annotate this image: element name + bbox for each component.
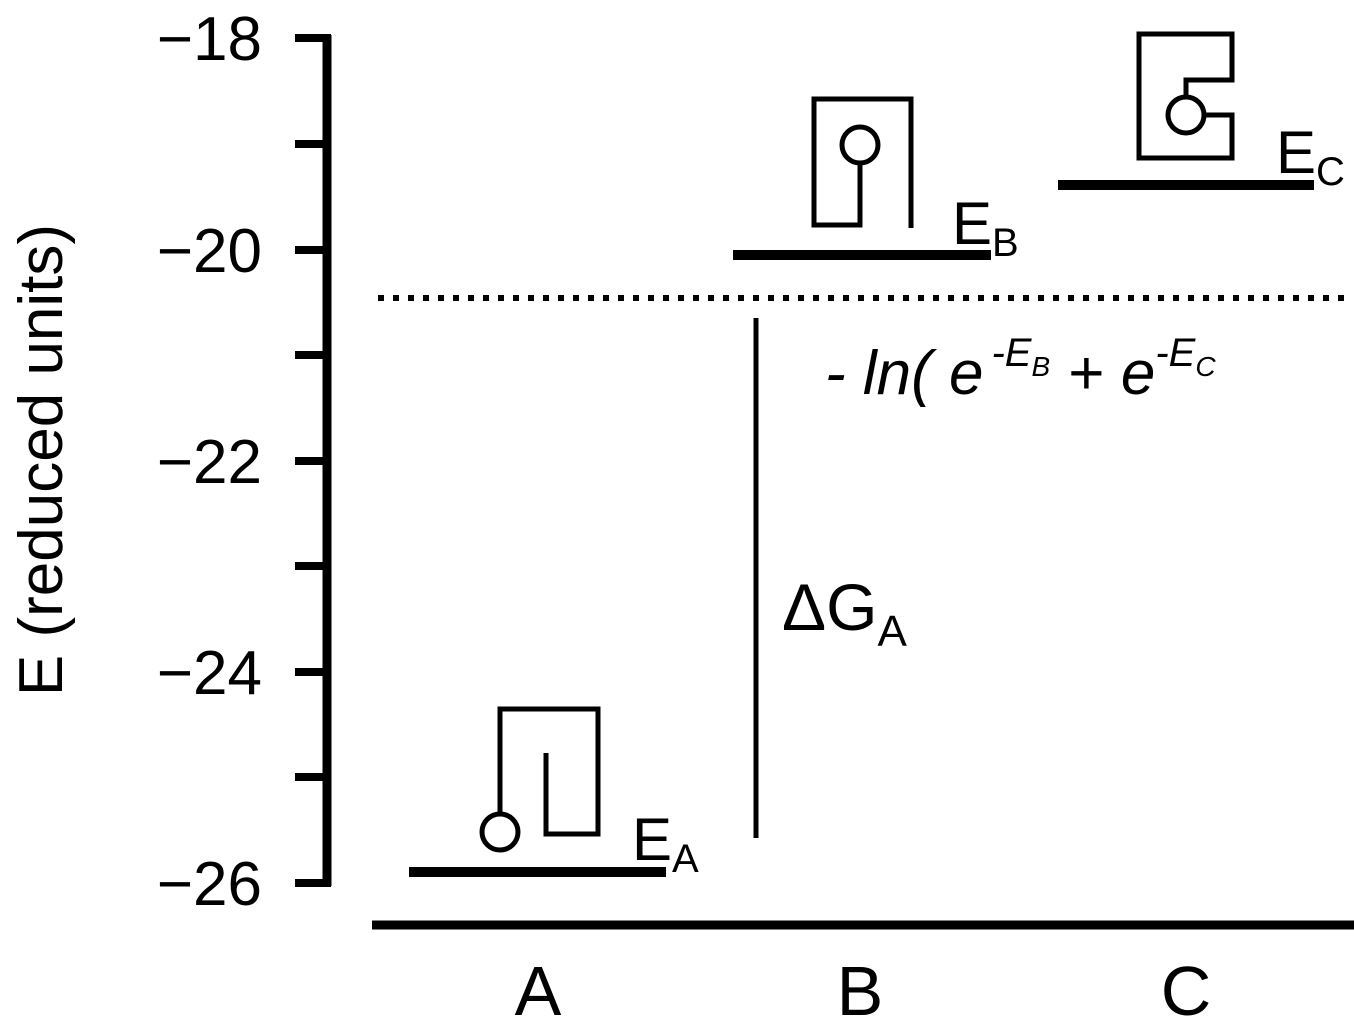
tick-label: −26 bbox=[157, 850, 262, 919]
level-label-a: EA bbox=[632, 806, 699, 881]
tick-label: −22 bbox=[157, 428, 262, 497]
conformation-glyph-b bbox=[811, 96, 914, 228]
free-energy-formula: - ln( e -EB + e-EC bbox=[825, 331, 1216, 408]
conformation-glyph-a bbox=[479, 706, 601, 853]
category-label-c: C bbox=[1161, 952, 1212, 1020]
level-label-c: EC bbox=[1276, 119, 1345, 194]
delta-g-label: ΔGA bbox=[782, 570, 907, 656]
level-label-b: EB bbox=[952, 190, 1019, 265]
tick-label: −20 bbox=[157, 217, 262, 286]
conformation-glyph-c bbox=[1136, 31, 1235, 161]
category-label-b: B bbox=[837, 952, 884, 1020]
category-label-a: A bbox=[515, 952, 562, 1020]
y-axis-title: E (reduced units) bbox=[7, 224, 76, 696]
tick-label: −18 bbox=[157, 5, 262, 74]
tick-label: −24 bbox=[157, 639, 262, 708]
